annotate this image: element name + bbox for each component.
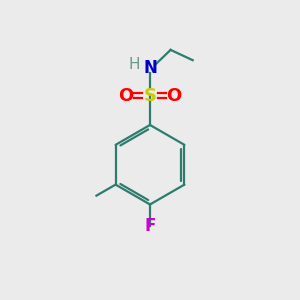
Text: O: O [167, 86, 182, 104]
Text: F: F [144, 217, 156, 235]
Text: N: N [143, 58, 157, 76]
Text: O: O [118, 86, 134, 104]
Text: H: H [129, 57, 140, 72]
Text: S: S [143, 86, 157, 104]
